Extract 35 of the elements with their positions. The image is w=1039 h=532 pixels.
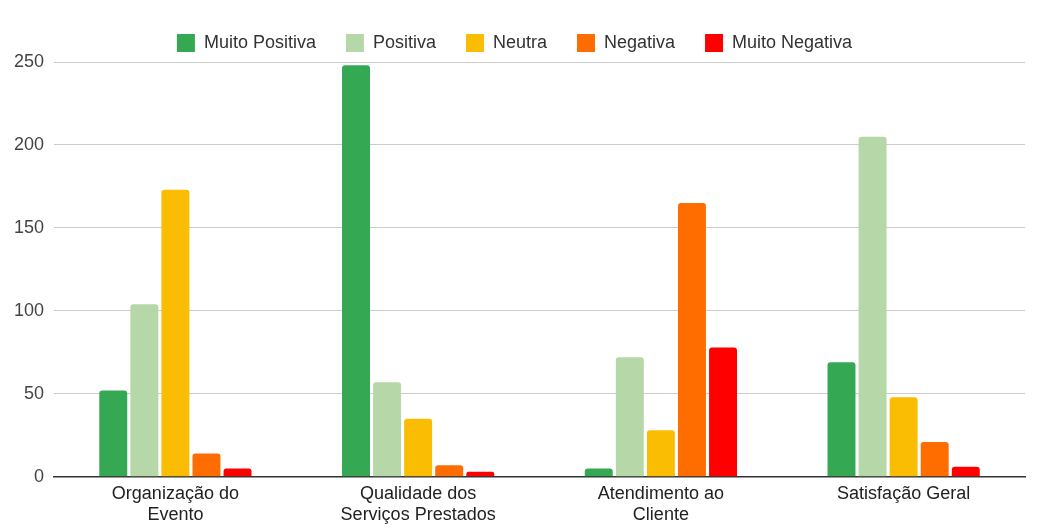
x-tick-label: Organização do Evento — [111, 482, 239, 525]
bar — [161, 189, 190, 477]
y-tick-label: 0 — [34, 465, 45, 486]
x-tick-label: Satisfação Geral — [837, 482, 971, 503]
y-tick-label: 150 — [13, 216, 45, 237]
legend-label: Muito Negativa — [732, 31, 854, 52]
bar — [889, 397, 918, 477]
bar — [951, 466, 980, 477]
x-tick-label: Qualidade dos Serviços Prestados — [340, 482, 496, 525]
bar — [130, 304, 159, 477]
bar — [435, 465, 464, 477]
bar — [858, 136, 887, 477]
bar — [223, 468, 252, 477]
bar — [466, 471, 495, 477]
legend-label: Positiva — [372, 31, 437, 52]
x-tick-label: Atendimento ao Cliente — [597, 482, 724, 525]
legend-label: Negativa — [604, 31, 677, 52]
bar — [192, 453, 221, 477]
bar — [920, 441, 949, 477]
y-tick-label: 50 — [24, 382, 45, 403]
bar — [827, 362, 856, 477]
bar — [615, 357, 644, 477]
bar — [99, 390, 128, 477]
bar — [584, 468, 613, 477]
y-tick-label: 200 — [13, 133, 45, 154]
bar — [677, 203, 706, 477]
bar — [373, 382, 402, 477]
legend-label: Neutra — [492, 31, 548, 52]
bar — [342, 65, 370, 477]
y-tick-label: 250 — [13, 50, 45, 71]
legend-label: Muito Positiva — [203, 31, 317, 52]
bar — [709, 347, 738, 477]
bar — [646, 430, 675, 477]
bar — [404, 418, 433, 477]
y-tick-label: 100 — [13, 299, 45, 320]
